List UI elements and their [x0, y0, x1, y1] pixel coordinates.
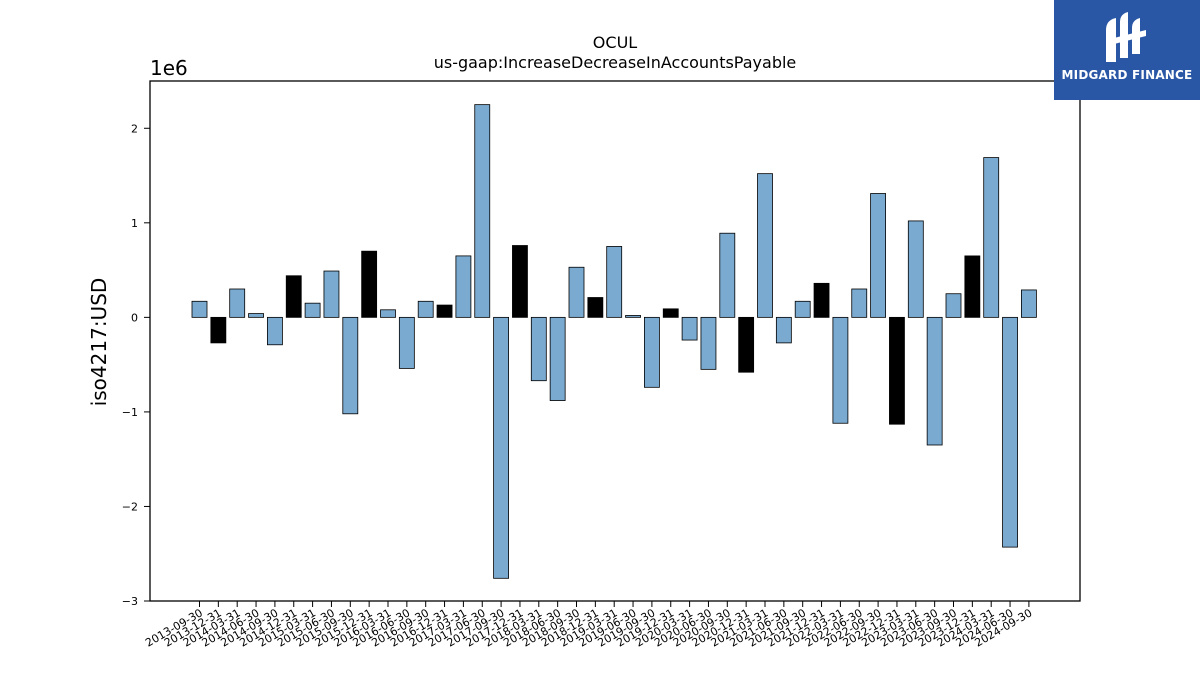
- bar-2013-12-31: [210, 316, 227, 344]
- y-tick-label: −3: [122, 595, 138, 608]
- bar-2020-06-30: [700, 316, 717, 370]
- x-ticks-group: 2013-09-302013-12-312014-03-312014-06-30…: [143, 601, 1034, 650]
- bar-2014-09-30: [266, 316, 283, 346]
- plot-frame: [149, 80, 1081, 602]
- bar-2015-12-31: [361, 250, 378, 318]
- bars-group: [191, 104, 1037, 579]
- bar-2018-03-31: [530, 316, 547, 382]
- bar-2016-06-30: [398, 316, 415, 369]
- bar-2023-12-31: [964, 255, 981, 318]
- bar-2023-06-30: [926, 316, 943, 446]
- bar-2022-12-31: [889, 316, 905, 425]
- bar-2018-06-30: [549, 316, 566, 401]
- bar-2016-09-30: [417, 300, 434, 318]
- bar-2015-09-30: [342, 316, 359, 415]
- bar-2021-06-30: [775, 316, 792, 344]
- bar-2017-12-31: [512, 245, 528, 318]
- bar-2019-03-31: [606, 246, 623, 318]
- bar-2015-06-30: [323, 270, 340, 318]
- y-multiplier-label: 1e6: [150, 56, 188, 80]
- chart-title: OCUL: [593, 33, 637, 52]
- bar-2024-09-30: [1021, 289, 1037, 318]
- bar-2022-03-31: [832, 316, 849, 424]
- bar-2021-09-30: [794, 300, 811, 318]
- bar-2015-03-31: [304, 302, 321, 318]
- bar-2017-09-30: [493, 316, 510, 579]
- bar-2022-09-30: [870, 193, 886, 318]
- midgard-logo-icon: [1106, 12, 1146, 62]
- bar-2016-03-31: [380, 309, 396, 318]
- bar-2019-09-30: [644, 316, 660, 388]
- bar-2013-09-30: [191, 300, 208, 318]
- y-tick-label: 0: [131, 311, 138, 324]
- bar-2014-06-30: [248, 313, 264, 318]
- bar-2020-03-31: [681, 316, 698, 341]
- bar-2018-12-31: [587, 297, 604, 318]
- bar-2020-09-30: [719, 232, 736, 318]
- bar-2014-12-31: [285, 275, 302, 318]
- y-tick-label: 1: [131, 217, 138, 230]
- y-tick-label: −2: [122, 500, 138, 513]
- bar-2022-06-30: [851, 288, 868, 318]
- bar-2014-03-31: [229, 288, 246, 318]
- bar-2017-03-31: [455, 255, 472, 318]
- bar-2023-03-31: [907, 220, 924, 318]
- bar-2021-12-31: [813, 282, 830, 318]
- bar-2017-06-30: [474, 104, 491, 318]
- bar-2019-12-31: [662, 308, 679, 318]
- y-tick-label: 2: [131, 122, 138, 135]
- bar-2019-06-30: [625, 315, 641, 318]
- bar-2024-03-31: [983, 157, 1000, 318]
- y-ticks-group: −3 −2 −1 0 1 2: [122, 122, 150, 608]
- bar-2023-09-30: [945, 293, 962, 318]
- brand-logo: MIDGARD FINANCE: [1054, 0, 1200, 100]
- bar-2020-12-31: [738, 316, 755, 373]
- bar-2018-09-30: [568, 266, 585, 318]
- bar-2016-12-31: [436, 304, 453, 318]
- y-axis-label: iso4217:USD: [87, 278, 111, 407]
- brand-name: MIDGARD FINANCE: [1061, 68, 1193, 82]
- chart-subtitle: us-gaap:IncreaseDecreaseInAccountsPayabl…: [434, 53, 797, 72]
- y-tick-label: −1: [122, 406, 138, 419]
- bar-2024-06-30: [1002, 316, 1018, 548]
- bar-2021-03-31: [757, 173, 773, 318]
